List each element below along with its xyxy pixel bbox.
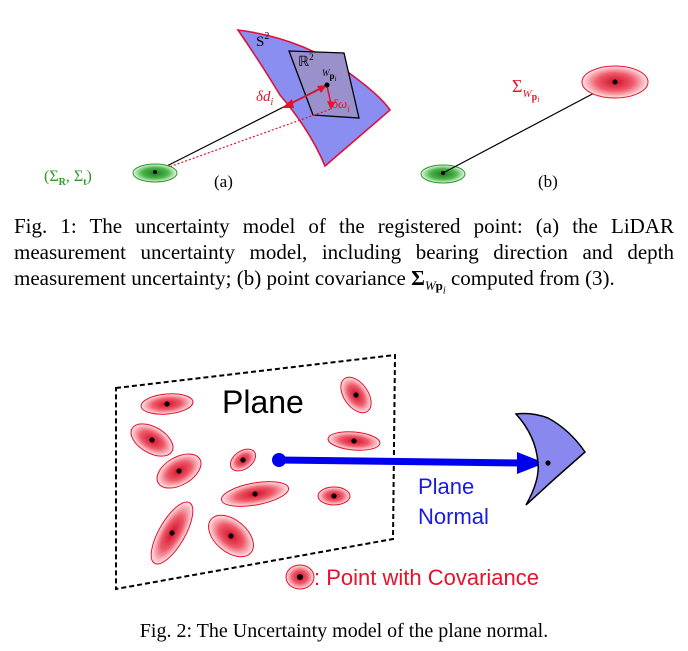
point-covariance-label: ΣWpi	[512, 76, 539, 104]
normal-tip-point	[545, 460, 551, 466]
covariance-point	[208, 514, 254, 558]
covariance-points	[130, 376, 381, 565]
covariance-point	[150, 501, 194, 565]
normal-label-line2: Normal	[418, 504, 489, 529]
depth-arrow	[289, 87, 323, 105]
point-label: Wpi	[322, 68, 337, 83]
plane-title: Plane	[222, 384, 304, 420]
covariance-point	[229, 448, 257, 472]
registered-point-b	[612, 79, 618, 85]
figure-2-caption: Fig. 2: The Uncertainty model of the pla…	[139, 620, 549, 642]
covariance-point	[340, 376, 372, 414]
tangent-plane-label: ℝ2	[298, 52, 314, 70]
depth-arrowhead-2	[317, 85, 327, 93]
covariance-point	[317, 486, 351, 506]
normal-arrow	[278, 456, 524, 467]
figure-1-caption: Fig. 1: The uncertainty model of the reg…	[14, 213, 674, 305]
caption-1-sub-i: i	[442, 285, 446, 297]
sensor-origin-a	[153, 170, 157, 174]
legend-label: : Point with Covariance	[314, 565, 539, 590]
normal-origin	[272, 453, 286, 467]
bearing-arrowhead	[327, 101, 335, 110]
normal-label-line1: Plane	[418, 474, 474, 499]
normal-uncertainty-patch	[514, 412, 586, 506]
bearing-label: δωi	[332, 96, 350, 114]
subfigure-label-b: (b)	[538, 172, 558, 191]
figure-2: Plane Plane Normal : Point with Covarian…	[115, 353, 586, 591]
legend-point-icon	[297, 574, 303, 580]
caption-1-sub-p: p	[435, 278, 443, 294]
caption-1-sigma: Σ	[411, 266, 425, 290]
subfigure-label-a: (a)	[214, 172, 233, 191]
registered-point	[324, 82, 330, 88]
bearing-arrow	[326, 85, 332, 105]
depth-arrowhead	[282, 99, 294, 108]
tangent-plane	[288, 50, 360, 119]
covariance-point	[156, 453, 202, 489]
covariance-point	[220, 481, 290, 507]
plane-boundary	[115, 353, 397, 591]
covariance-point	[130, 423, 174, 457]
caption-1-suffix: computed from (3).	[445, 266, 615, 290]
covariance-point	[327, 431, 381, 451]
perturbed-ray	[154, 108, 332, 173]
figure-1: S2 ℝ2 Wpi δdi δωi (ΣR, Σt) (a) ΣWpi (b)	[44, 28, 649, 191]
pose-covariance-label: (ΣR, Σt)	[44, 168, 92, 188]
sphere-label: S2	[256, 31, 269, 50]
covariance-point	[140, 393, 194, 415]
normal-arrowhead	[517, 452, 545, 474]
measurement-ray-b	[442, 81, 616, 174]
depth-label: δdi	[256, 89, 273, 108]
caption-1-prefix: Fig. 1: The uncertainty model of the reg…	[14, 214, 674, 290]
caption-1-sub-w: W	[424, 278, 436, 294]
